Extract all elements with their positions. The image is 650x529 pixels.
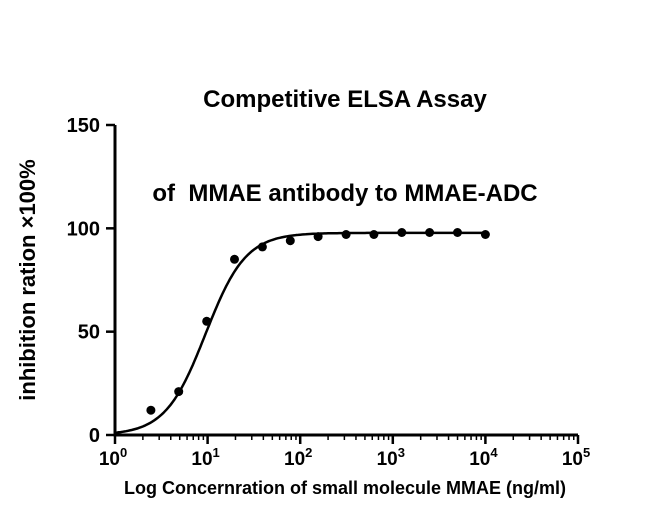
data-point — [230, 254, 239, 264]
data-point — [453, 228, 462, 237]
data-point — [425, 228, 435, 237]
x-tick-label: 102 — [284, 445, 312, 470]
data-point — [202, 316, 212, 326]
data-point — [257, 242, 267, 252]
data-point — [341, 230, 351, 239]
y-tick-label: 150 — [67, 115, 100, 137]
data-point — [369, 230, 379, 239]
chart-title: Competitive ELSA Assay of MMAE antibody … — [44, 22, 646, 272]
x-tick-label: 101 — [191, 445, 219, 470]
data-point — [285, 236, 295, 246]
data-point — [397, 228, 407, 237]
x-tick-label: 103 — [377, 445, 405, 470]
data-point — [313, 232, 323, 242]
y-tick-label: 0 — [89, 425, 100, 447]
chart-title-line1: Competitive ELSA Assay — [203, 86, 487, 114]
x-axis-label: Log Concernration of small molecule MMAE… — [123, 478, 567, 498]
y-axis-label: inhibition ration ×100% — [15, 159, 40, 401]
x-tick-label: 100 — [99, 445, 127, 470]
y-tick-label: 50 — [78, 322, 100, 344]
data-point — [174, 387, 184, 397]
data-point — [146, 405, 156, 415]
fit-curve — [113, 231, 487, 435]
chart-title-line2: of MMAE antibody to MMAE-ADC — [152, 179, 538, 207]
data-point — [480, 230, 490, 239]
y-tick-label: 100 — [67, 218, 100, 240]
x-tick-label: 105 — [562, 445, 590, 470]
x-tick-label: 104 — [469, 445, 498, 470]
